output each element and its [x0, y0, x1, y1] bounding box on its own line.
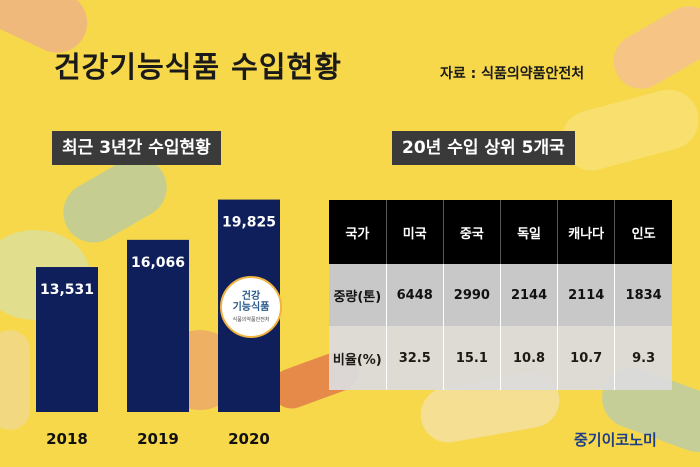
- table-cell: 15.1: [443, 326, 501, 390]
- table-cell: 6448: [386, 264, 444, 326]
- bar-value-label: 19,825: [222, 215, 276, 231]
- table-cell: 9.3: [614, 326, 672, 390]
- bar-2018: [36, 267, 98, 412]
- source-note: 자료 : 식품의약품안전처: [440, 66, 585, 82]
- table-cell: 2114: [557, 264, 616, 326]
- table-subtitle: 20년 수입 상위 5개국: [392, 131, 575, 165]
- table-cell: 10.7: [557, 326, 616, 390]
- badge-small: 식품의약품안전처: [232, 317, 270, 323]
- brand-logo: 중기이코노미: [574, 431, 657, 449]
- table-header: 미국: [386, 200, 444, 264]
- table-cell: 10.8: [500, 326, 559, 390]
- x-tick-label: 2019: [137, 430, 179, 448]
- table-row: 중량(톤) 6448 2990 2144 2114 1834: [329, 264, 672, 326]
- badge-line1: 건강: [241, 291, 261, 302]
- top5-table: 국가 미국 중국 독일 캐나다 인도 중량(톤) 6448 2990 2144 …: [329, 200, 672, 390]
- table-cell: 1834: [614, 264, 672, 326]
- table-cell: 2990: [443, 264, 501, 326]
- table-header: 국가: [329, 200, 387, 264]
- chart-subtitle: 최근 3년간 수입현황: [52, 131, 221, 165]
- bar-chart-svg: 13,531 2018 16,066 2019 19,825 2020: [36, 199, 280, 448]
- table-cell: 중량(톤): [329, 264, 387, 326]
- table-header: 인도: [614, 200, 672, 264]
- table-header: 독일: [500, 200, 559, 264]
- page-title: 건강기능식품 수입현황: [54, 50, 342, 84]
- table-cell: 32.5: [386, 326, 444, 390]
- table-header: 중국: [443, 200, 501, 264]
- table-cell: 비율(%): [329, 326, 387, 390]
- bar-chart: 13,531 2018 16,066 2019 19,825 2020: [0, 0, 320, 467]
- table-row: 비율(%) 32.5 15.1 10.8 10.7 9.3: [329, 326, 672, 390]
- table-cell: 2144: [500, 264, 559, 326]
- badge-line2: 기능식품: [232, 302, 270, 313]
- x-tick-label: 2018: [46, 430, 88, 448]
- table-header-row: 국가 미국 중국 독일 캐나다 인도: [329, 200, 672, 264]
- bar-2019: [127, 239, 189, 412]
- bar-value-label: 13,531: [40, 282, 94, 298]
- bar-value-label: 16,066: [131, 255, 185, 271]
- pill-decoration: [0, 330, 30, 430]
- table-header: 캐나다: [557, 200, 616, 264]
- health-food-badge: 건강 기능식품 식품의약품안전처: [220, 276, 282, 338]
- x-tick-label: 2020: [228, 430, 270, 448]
